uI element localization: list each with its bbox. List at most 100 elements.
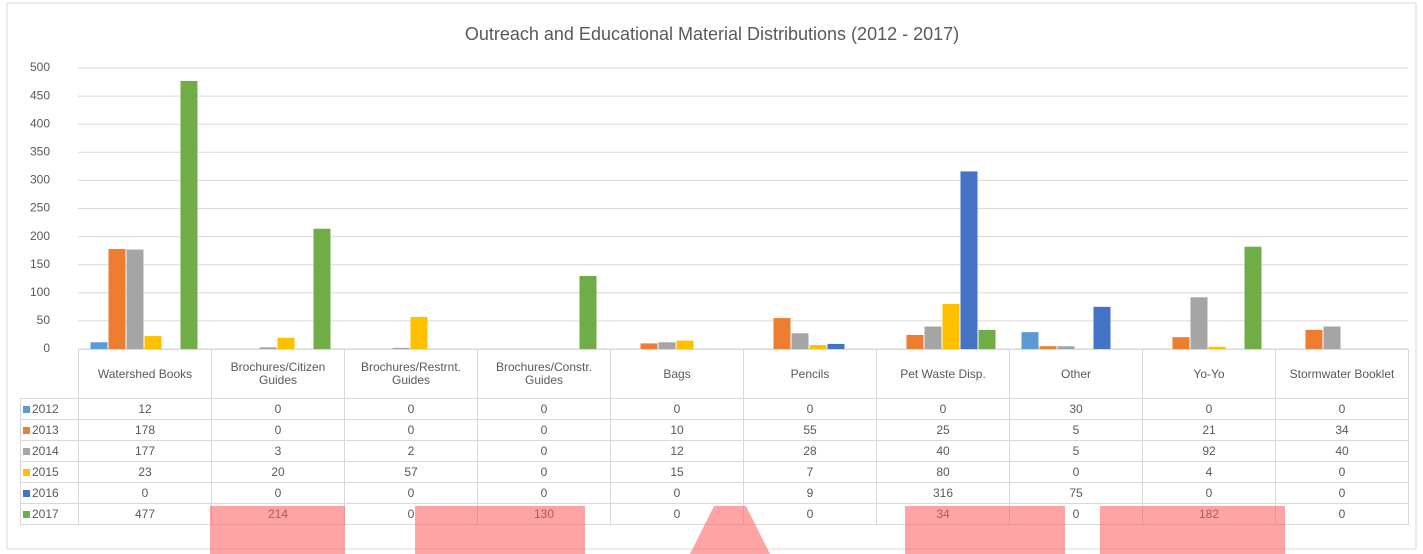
bar	[640, 343, 658, 349]
y-tick-label: 100	[30, 285, 50, 299]
x-tick-label: Brochures/Restrnt. Guides	[344, 349, 478, 399]
legend-label: 2017	[32, 506, 59, 521]
y-tick-label: 150	[30, 257, 50, 271]
bar	[392, 347, 410, 349]
bar	[978, 329, 996, 349]
table-value: 0	[610, 398, 744, 420]
legend-entry: 2014	[20, 440, 79, 462]
table-value: 75	[1009, 482, 1143, 504]
overlay	[210, 506, 345, 554]
x-tick-label: Brochures/Citizen Guides	[211, 349, 345, 399]
table-value: 15	[610, 461, 744, 483]
table-value: 10	[610, 419, 744, 441]
bar	[277, 337, 295, 349]
x-tick-label: Pet Waste Disp.	[876, 349, 1010, 399]
table-value: 177	[78, 440, 212, 462]
x-tick-label: Bags	[610, 349, 744, 399]
y-tick-label: 50	[37, 313, 51, 327]
table-value: 55	[743, 419, 877, 441]
table-value: 0	[1009, 461, 1143, 483]
table-value: 92	[1142, 440, 1276, 462]
table-value: 0	[610, 482, 744, 504]
y-tick-label: 350	[30, 144, 50, 158]
bar	[180, 80, 198, 350]
table-value: 23	[78, 461, 212, 483]
table-value: 4	[1142, 461, 1276, 483]
bar	[90, 342, 108, 349]
table-value: 0	[1142, 482, 1276, 504]
table-value: 20	[211, 461, 345, 483]
table-value: 40	[1275, 440, 1409, 462]
y-tick-label: 400	[30, 116, 50, 130]
table-value: 12	[78, 398, 212, 420]
legend-label: 2014	[32, 443, 59, 458]
legend-entry: 2012	[20, 398, 79, 420]
table-value: 30	[1009, 398, 1143, 420]
table-value: 2	[344, 440, 478, 462]
legend-swatch	[23, 489, 30, 497]
table-value: 178	[78, 419, 212, 441]
y-tick-label: 500	[30, 60, 50, 74]
table-row: 2013 178 0 0 0 10 55 25 5 21 34	[20, 419, 1409, 441]
table-value: 0	[477, 419, 611, 441]
bar	[126, 249, 144, 349]
table-value: 34	[1275, 419, 1409, 441]
bar	[791, 333, 809, 349]
table-value: 0	[477, 482, 611, 504]
table-header-row: Watershed Books Brochures/Citizen Guides B…	[20, 349, 1409, 399]
table-value: 0	[1275, 398, 1409, 420]
legend-swatch	[23, 405, 30, 413]
table-value: 0	[78, 482, 212, 504]
table-value: 12	[610, 440, 744, 462]
legend-entry: 2016	[20, 482, 79, 504]
table-value: 0	[477, 398, 611, 420]
table-row: 2012 12 0 0 0 0 0 0 30 0 0	[20, 398, 1409, 420]
legend-swatch	[23, 447, 30, 455]
x-tick-label: Other	[1009, 349, 1143, 399]
x-tick-label: Brochures/Constr. Guides	[477, 349, 611, 399]
bar	[773, 318, 791, 349]
table-value: 0	[477, 461, 611, 483]
legend-label: 2013	[32, 422, 59, 437]
table-value: 0	[1142, 398, 1276, 420]
legend-label: 2012	[32, 401, 59, 416]
chart-title: Outreach and Educational Material Distri…	[465, 24, 959, 44]
table-value: 316	[876, 482, 1010, 504]
legend-entry: 2013	[20, 419, 79, 441]
bar	[144, 336, 162, 349]
bar	[579, 275, 597, 349]
legend-entry: 2015	[20, 461, 79, 483]
legend-label: 2016	[32, 485, 59, 500]
table-value: 0	[477, 440, 611, 462]
legend-label: 2015	[32, 464, 59, 479]
table-value: 21	[1142, 419, 1276, 441]
y-tick-label: 200	[30, 229, 50, 243]
table-value: 0	[1275, 482, 1409, 504]
bar	[1039, 346, 1057, 349]
table-row: 2015 23 20 57 0 15 7 80 0 4 0	[20, 461, 1409, 483]
y-tick-label: 0	[43, 341, 50, 355]
table-value: 57	[344, 461, 478, 483]
table-value: 0	[1275, 503, 1409, 525]
bar	[906, 334, 924, 349]
table-value: 0	[743, 398, 877, 420]
bar	[1323, 326, 1341, 349]
bar	[1093, 306, 1111, 349]
data-table: Watershed Books Brochures/Citizen Guides B…	[20, 349, 1409, 525]
table-value: 3	[211, 440, 345, 462]
bar	[1190, 297, 1208, 349]
table-value: 0	[876, 398, 1010, 420]
bar	[960, 171, 978, 349]
bar	[1021, 332, 1039, 349]
bar	[1208, 346, 1226, 349]
bar	[1305, 329, 1323, 349]
table-value: 9	[743, 482, 877, 504]
table-value: 0	[344, 482, 478, 504]
table-value: 5	[1009, 440, 1143, 462]
legend-swatch	[23, 426, 30, 434]
table-row: 2014 177 3 2 0 12 28 40 5 92 40	[20, 440, 1409, 462]
table-value: 0	[211, 398, 345, 420]
bar	[827, 343, 845, 349]
